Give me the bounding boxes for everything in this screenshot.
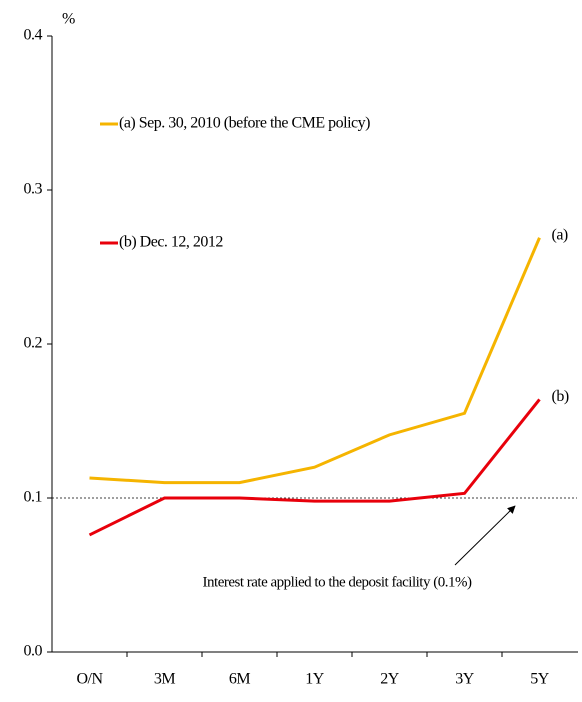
x-tick-label: 1Y [305,671,325,688]
y-tick-label: 0.1 [24,489,43,506]
end-label: (a) [552,226,568,243]
legend-label: (a) Sep. 30, 2010 (before the CME policy… [119,115,370,132]
x-tick-label: 5Y [530,671,550,688]
annotation: Interest rate applied to the deposit fac… [203,574,472,590]
x-tick-label: 6M [229,671,251,688]
annotation-arrow [454,505,516,566]
series-line [89,237,541,485]
y-tick-label: 0.0 [24,643,43,660]
legend-label: (b) Dec. 12, 2012 [119,234,223,251]
x-tick-label: O/N [76,671,103,688]
x-tick-label: 3Y [455,671,475,688]
y-tick-label: 0.4 [24,27,43,44]
x-tick-label: 3M [154,671,176,688]
x-tick-label: 2Y [380,671,400,688]
y-tick-label: 0.3 [24,181,43,198]
y-tick-label: 0.2 [24,335,43,352]
y-unit: % [62,11,75,28]
end-label: (b) [552,388,569,405]
series-line [88,398,541,537]
